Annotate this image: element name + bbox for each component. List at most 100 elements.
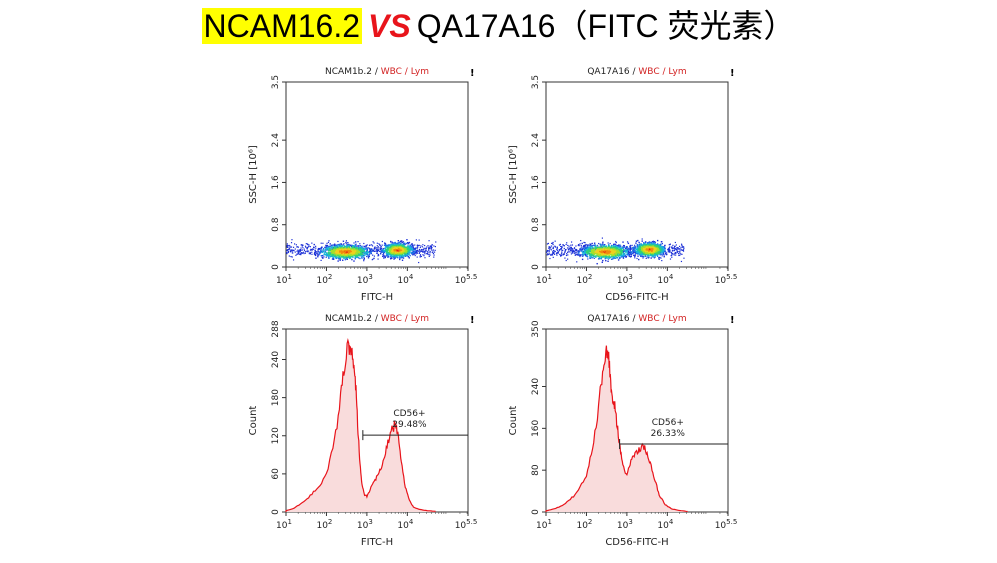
scatter-point: [402, 249, 405, 252]
scatter-point: [307, 251, 309, 253]
scatter-point: [661, 246, 663, 248]
scatter-point: [362, 250, 365, 253]
scatter-point: [679, 250, 681, 252]
scatter-point: [297, 250, 300, 252]
scatter-point: [414, 248, 417, 251]
scatter-point: [399, 243, 401, 245]
scatter-point: [418, 244, 420, 246]
scatter-point: [578, 251, 580, 254]
scatter-point: [287, 250, 289, 253]
scatter-point: [287, 246, 289, 248]
y-tick-label: 2.4: [531, 133, 541, 148]
scatter-point: [616, 244, 618, 247]
scatter-point: [661, 243, 663, 245]
scatter-point: [347, 247, 349, 249]
scatter-point: [554, 245, 556, 247]
scatter-point: [581, 242, 583, 245]
scatter-point: [599, 250, 601, 253]
scatter-point: [629, 245, 631, 248]
scatter-point: [355, 250, 357, 253]
title-ncam: NCAM16.2: [201, 8, 363, 44]
scatter-point: [382, 251, 385, 254]
title-vs: VS: [368, 8, 411, 44]
scatter-point: [290, 249, 292, 251]
scatter-point: [361, 253, 363, 255]
scatter-point: [352, 246, 354, 248]
scatter-point: [364, 252, 366, 255]
scatter-point: [346, 252, 348, 254]
scatter-point: [371, 245, 374, 247]
scatter-point: [393, 249, 395, 251]
scatter-point: [346, 248, 348, 250]
scatter-point: [625, 247, 627, 250]
scatter-point: [381, 244, 383, 246]
scatter-point: [552, 241, 554, 244]
scatter-point: [339, 251, 342, 254]
scatter-point: [548, 246, 550, 248]
scatter-point: [415, 253, 417, 255]
scatter-point: [289, 246, 291, 248]
scatter-point: [400, 245, 403, 247]
scatter-point: [419, 256, 421, 258]
scatter-point: [331, 246, 333, 248]
scatter-point: [286, 249, 289, 251]
scatter-point: [678, 253, 680, 255]
scatter-point: [359, 251, 361, 253]
scatter-point: [342, 253, 345, 255]
scatter-point: [324, 253, 326, 256]
scatter-point: [393, 250, 396, 252]
scatter-point: [350, 245, 353, 248]
scatter-point: [580, 254, 582, 257]
scatter-point: [562, 249, 564, 251]
scatter-point: [675, 244, 677, 246]
scatter-point: [622, 246, 624, 248]
scatter-point: [397, 249, 400, 252]
scatter-point: [603, 248, 606, 250]
scatter-point: [432, 249, 435, 251]
scatter-point: [634, 257, 636, 259]
scatter-point: [339, 245, 342, 247]
scatter-point: [612, 258, 614, 260]
scatter-point: [421, 250, 423, 252]
scatter-point: [576, 261, 578, 263]
scatter-point: [570, 249, 572, 252]
scatter-point: [610, 248, 612, 251]
scatter-point: [401, 248, 403, 250]
scatter-point: [682, 249, 684, 251]
scatter-point: [580, 244, 582, 247]
scatter-point: [393, 252, 395, 254]
warning-mark: !: [470, 68, 475, 79]
scatter-point: [659, 250, 662, 253]
scatter-point: [346, 246, 348, 249]
scatter-point: [393, 256, 395, 258]
scatter-point: [370, 249, 372, 251]
scatter-point: [570, 241, 573, 243]
scatter-point: [590, 252, 592, 254]
scatter-point: [605, 259, 607, 262]
scatter-point: [654, 246, 657, 249]
scatter-point: [565, 254, 568, 257]
scatter-point: [676, 251, 678, 254]
scatter-point: [579, 247, 582, 250]
scatter-point: [392, 244, 394, 246]
scatter-point: [572, 248, 574, 250]
scatter-point: [548, 253, 551, 255]
scatter-point: [643, 250, 646, 252]
scatter-point: [342, 249, 344, 251]
scatter-point: [406, 248, 409, 250]
scatter-point: [365, 251, 367, 254]
scatter-point: [412, 254, 414, 256]
scatter-point: [665, 251, 667, 254]
scatter-point: [354, 253, 357, 256]
scatter-point: [292, 259, 295, 261]
scatter-point: [644, 255, 647, 257]
scatter-point: [622, 249, 624, 251]
scatter-point: [310, 248, 312, 251]
scatter-point: [396, 242, 399, 244]
scatter-point: [336, 245, 338, 248]
scatter-point: [393, 246, 396, 249]
scatter-point: [561, 252, 563, 254]
scatter-point: [676, 251, 678, 253]
scatter-point: [668, 244, 670, 246]
scatter-point: [401, 250, 403, 252]
